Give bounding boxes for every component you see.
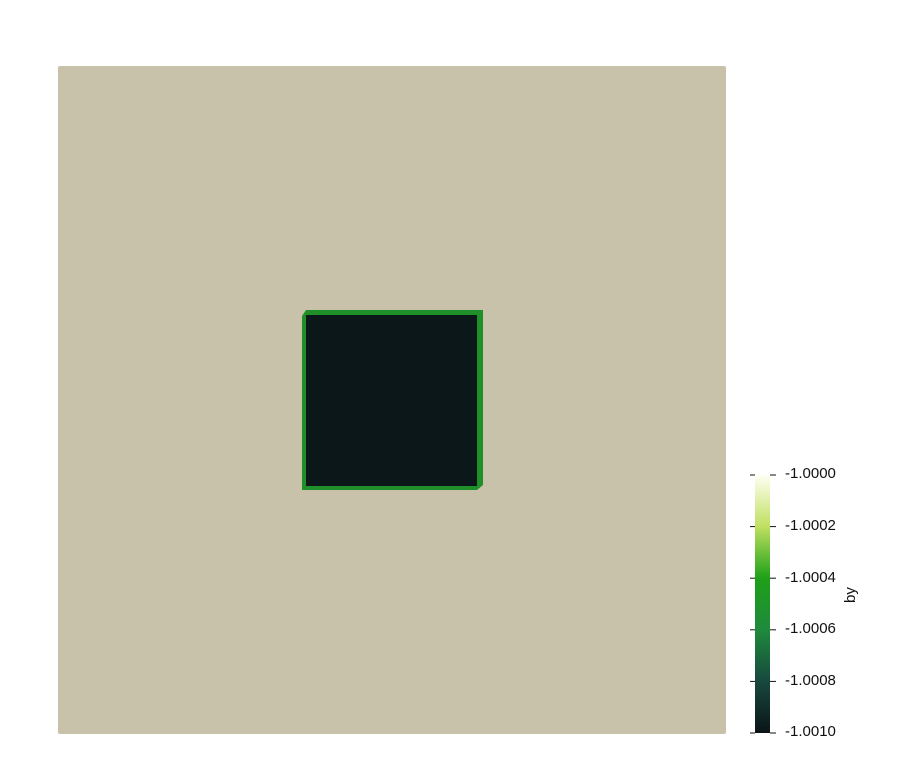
colorbar-ticks <box>750 474 776 734</box>
colorbar-tick-label: -1.0010 <box>785 723 836 740</box>
colorbar-tick-label: -1.0004 <box>785 569 836 586</box>
colorbar-tick-label: -1.0002 <box>785 517 836 534</box>
colorbar-tick-label: -1.0008 <box>785 672 836 689</box>
inclusion-square <box>306 315 477 486</box>
colorbar-tick-label: -1.0006 <box>785 620 836 637</box>
colorbar-title: by <box>842 587 859 603</box>
colorbar-tick-label: -1.0000 <box>785 465 836 482</box>
colorbar-gradient <box>755 475 770 733</box>
